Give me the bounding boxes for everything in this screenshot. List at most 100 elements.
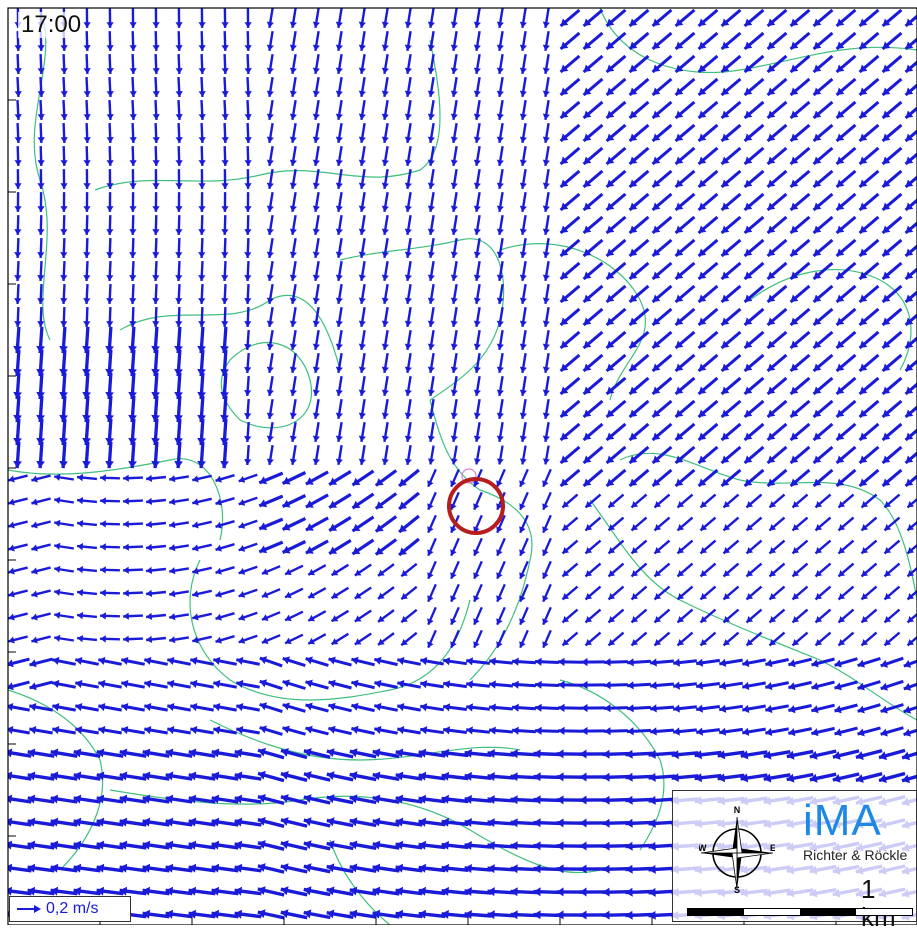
wind-arrow-head xyxy=(222,114,229,120)
wind-arrow-head xyxy=(489,727,496,735)
wind-arrow-head xyxy=(123,498,129,505)
wind-arrow-head xyxy=(512,681,519,689)
wind-arrow-head xyxy=(488,887,495,896)
wind-arrow-head xyxy=(153,160,160,166)
contour-line xyxy=(590,500,917,720)
wind-arrow-head xyxy=(626,773,633,782)
wind-arrow-head xyxy=(489,704,496,712)
wind-arrow-head xyxy=(673,705,680,713)
wind-arrow-head xyxy=(123,567,129,574)
wind-arrow-head xyxy=(100,474,106,481)
wind-arrow-head xyxy=(176,68,183,74)
wind-arrow-head xyxy=(244,459,251,465)
wind-arrow-head xyxy=(176,91,183,97)
wind-arrow-head xyxy=(61,114,68,120)
wind-arrow-head xyxy=(696,659,703,667)
wind-arrow-head xyxy=(83,275,90,281)
contour-line xyxy=(120,295,340,370)
wind-arrow-head xyxy=(420,726,427,734)
wind-arrow-head xyxy=(443,680,450,688)
wind-arrow-head xyxy=(534,818,541,827)
wind-arrow-head xyxy=(198,275,205,281)
wind-arrow-head xyxy=(466,680,473,688)
wind-arrow-head xyxy=(37,229,44,235)
wind-arrow-head xyxy=(244,436,251,442)
wind-arrow-head xyxy=(199,137,206,143)
arrow-scale-label: 0,2 m/s xyxy=(46,900,98,918)
arrow-sample-icon xyxy=(16,903,42,915)
wind-arrow-head xyxy=(581,727,587,735)
wind-arrow-head xyxy=(14,206,21,212)
wind-arrow-head xyxy=(534,772,541,781)
wind-arrow-head xyxy=(199,114,206,120)
company-name: Richter & Röckle xyxy=(803,847,907,863)
wind-arrow-head xyxy=(152,229,159,235)
wind-arrow-head xyxy=(557,772,564,781)
wind-arrow-head xyxy=(14,321,21,327)
wind-arrow-head xyxy=(83,298,90,304)
wind-arrow-head xyxy=(603,911,610,920)
wind-arrow-head xyxy=(100,566,106,573)
wind-arrow-head xyxy=(222,137,229,143)
wind-arrow-head xyxy=(107,45,114,51)
wind-arrow-head xyxy=(152,183,159,189)
wind-arrow-head xyxy=(244,298,251,304)
wind-arrow-head xyxy=(626,750,633,759)
wind-arrow-head xyxy=(77,520,83,527)
wind-arrow-head xyxy=(106,252,113,258)
wind-arrow-head xyxy=(466,657,473,665)
wind-arrow-head xyxy=(221,206,228,212)
wind-arrow-head xyxy=(511,749,518,758)
wind-arrow-head xyxy=(77,566,83,573)
wind-arrow-head xyxy=(84,22,91,28)
wind-arrow-head xyxy=(603,773,610,782)
wind-arrow-head xyxy=(244,275,251,281)
wind-arrow-head xyxy=(152,275,159,281)
wind-arrow-head xyxy=(512,658,519,666)
compass-north-label: N xyxy=(734,805,741,815)
wind-arrow-head xyxy=(130,91,137,97)
wind-arrow-head xyxy=(222,45,229,51)
wind-arrow-head xyxy=(60,206,67,212)
wind-arrow-head xyxy=(603,888,610,897)
wind-arrow-head xyxy=(61,160,68,166)
contour-line xyxy=(8,459,223,540)
wind-arrow-head xyxy=(106,321,113,327)
wind-arrow-head xyxy=(512,704,519,712)
wind-arrow-head xyxy=(146,475,152,482)
wind-arrow-head xyxy=(199,160,206,166)
wind-arrow-head xyxy=(153,91,160,97)
wind-arrow-head xyxy=(580,819,587,828)
wind-arrow-head xyxy=(61,137,68,143)
wind-arrow-head xyxy=(123,636,129,643)
wind-arrow-head xyxy=(152,252,159,258)
wind-arrow-head xyxy=(36,461,45,468)
wind-arrow-head xyxy=(221,275,228,281)
wind-arrow-head xyxy=(198,183,205,189)
wind-arrow-head xyxy=(719,728,726,736)
wind-arrow-head xyxy=(245,137,252,143)
wind-arrow-head xyxy=(107,68,114,74)
map-frame xyxy=(8,8,917,925)
wind-arrow-head xyxy=(129,229,136,235)
wind-arrow-head xyxy=(176,22,183,28)
wind-arrow-head xyxy=(245,22,252,28)
wind-arrow-head xyxy=(60,183,67,189)
wind-arrow-head xyxy=(176,114,183,120)
wind-arrow-head xyxy=(123,590,129,597)
wind-arrow-head xyxy=(153,68,160,74)
wind-arrow-head xyxy=(535,681,542,689)
wind-arrow-head xyxy=(77,497,83,504)
wind-arrow-head xyxy=(534,910,541,919)
wind-arrow-head xyxy=(175,275,182,281)
wind-arrow-head xyxy=(535,658,542,666)
wind-arrow-head xyxy=(61,91,68,97)
wind-arrow-head xyxy=(511,795,518,804)
wind-arrow-head xyxy=(83,252,90,258)
wind-arrow-head xyxy=(244,252,251,258)
wind-arrow-head xyxy=(534,749,541,758)
wind-arrow-head xyxy=(100,612,106,619)
compass-west-label: W xyxy=(699,843,707,853)
contour-line xyxy=(221,343,311,428)
wind-arrow-head xyxy=(14,183,21,189)
